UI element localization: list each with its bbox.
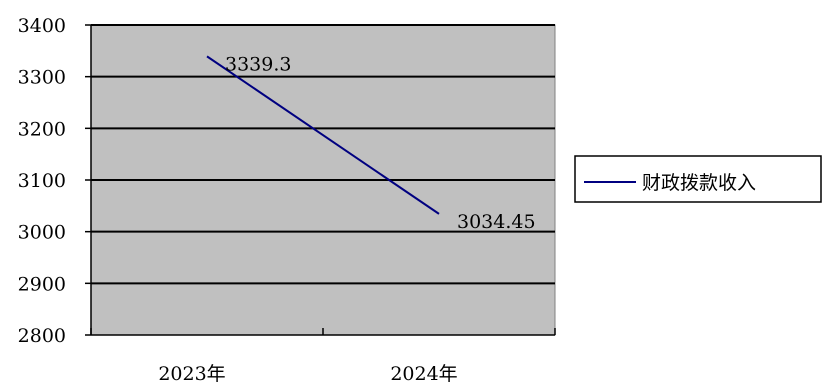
series-line bbox=[206, 55, 440, 215]
y-tick-label: 2900 bbox=[18, 273, 66, 295]
data-labels: 3339.3 3034.45 bbox=[225, 53, 536, 233]
y-tick-label: 2800 bbox=[18, 325, 66, 347]
gridlines bbox=[91, 24, 555, 285]
data-label: 3339.3 bbox=[225, 53, 291, 75]
y-tick-label: 3100 bbox=[18, 170, 66, 192]
data-label: 3034.45 bbox=[457, 211, 536, 233]
axes bbox=[85, 24, 556, 336]
x-tick-label: 2023年 bbox=[158, 363, 225, 385]
x-axis-tick-labels: 2023年 2024年 bbox=[158, 363, 457, 385]
series-lines bbox=[206, 55, 440, 215]
y-tick-label: 3200 bbox=[18, 118, 66, 140]
y-tick-label: 3000 bbox=[18, 222, 66, 244]
legend-label: 财政拨款收入 bbox=[642, 172, 756, 194]
x-tick-label: 2024年 bbox=[390, 363, 457, 385]
legend-box bbox=[574, 155, 822, 203]
y-tick-label: 3300 bbox=[18, 67, 66, 89]
y-axis-tick-labels: 2800 2900 3000 3100 3200 3300 3400 bbox=[18, 15, 66, 347]
legend: 财政拨款收入 bbox=[574, 155, 822, 203]
y-tick-label: 3400 bbox=[18, 15, 66, 37]
